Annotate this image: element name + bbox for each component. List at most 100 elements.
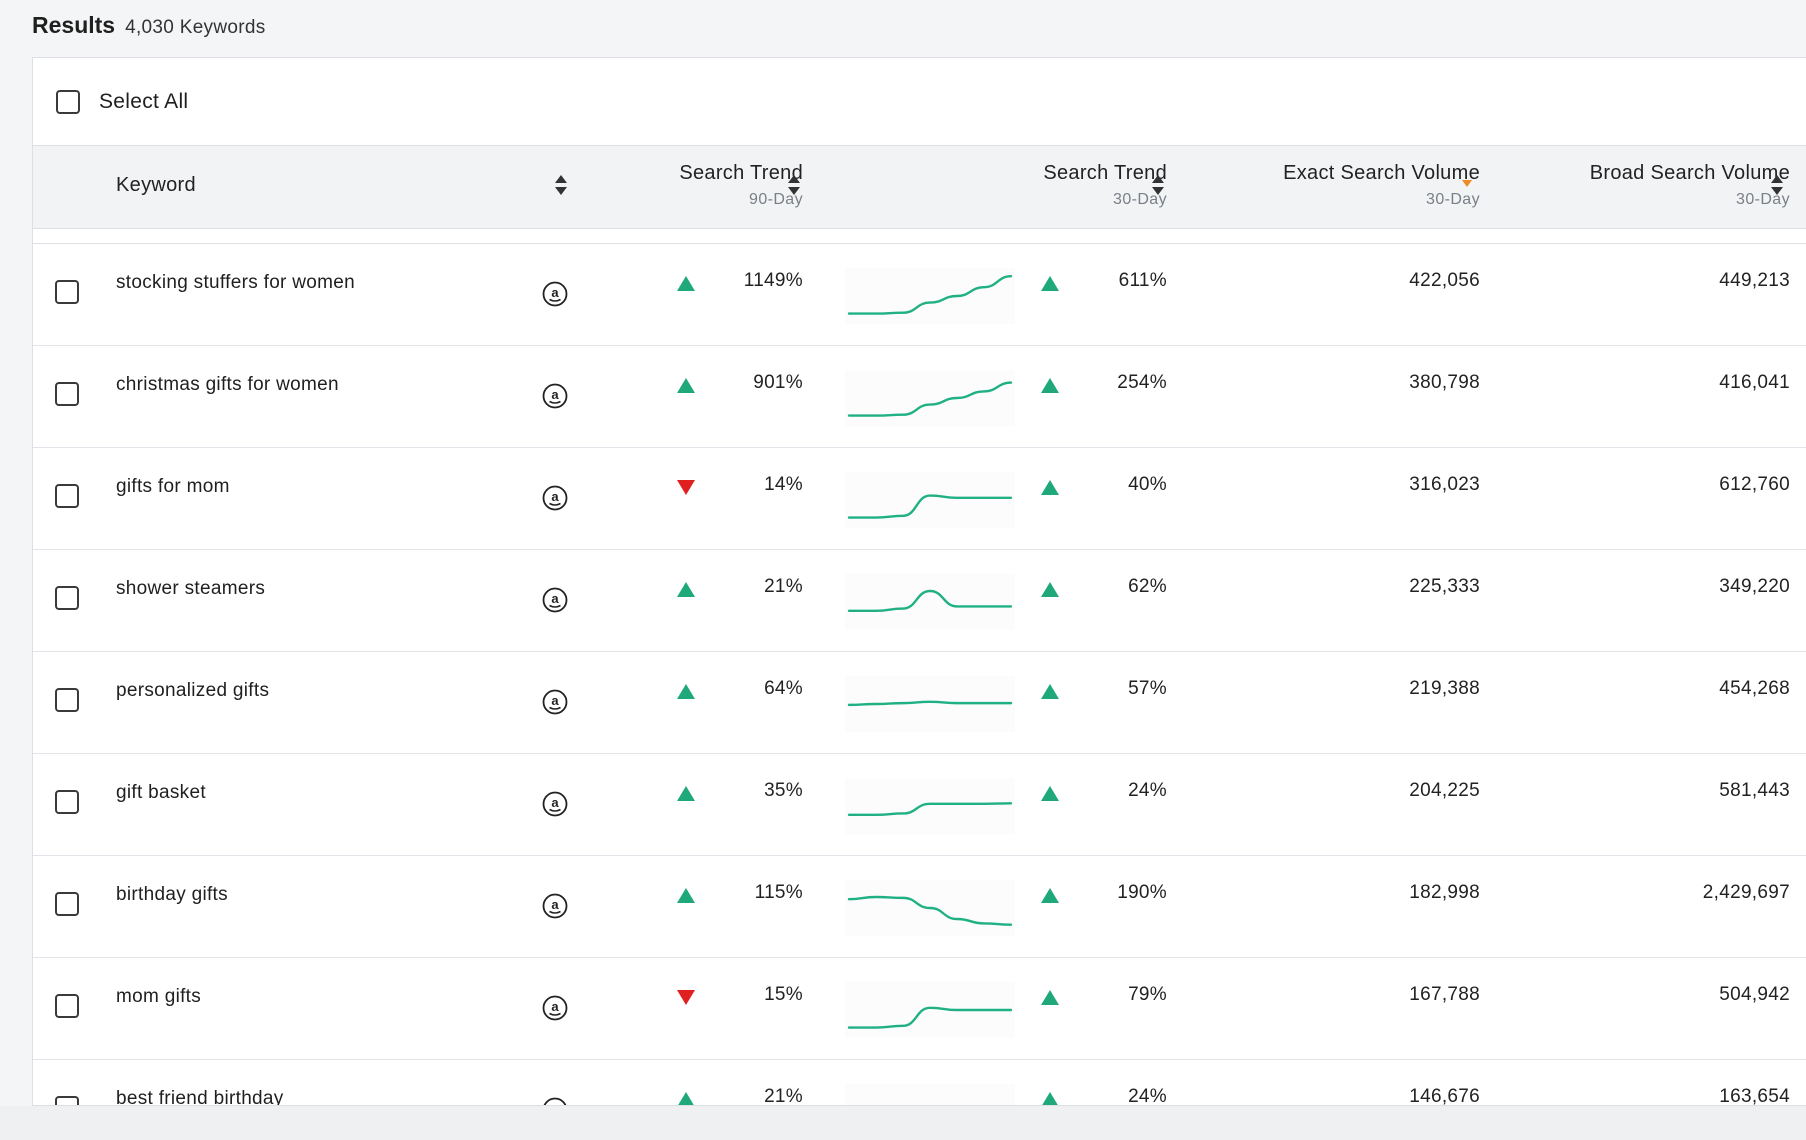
triangle-up-icon bbox=[676, 785, 696, 802]
amazon-icon[interactable]: a bbox=[542, 383, 568, 409]
exact-volume-value: 219,388 bbox=[1409, 678, 1480, 699]
results-count: 4,030 Keywords bbox=[125, 17, 266, 38]
keyword-text[interactable]: christmas gifts for women bbox=[116, 374, 339, 395]
column-header-broad-sub: 30-Day bbox=[1736, 191, 1790, 208]
svg-text:a: a bbox=[551, 489, 559, 504]
column-header-trend30[interactable]: Search Trend 30-Day bbox=[1043, 162, 1167, 209]
amazon-icon[interactable]: a bbox=[542, 689, 568, 715]
table-header: Keyword Search Trend 90-Day Search Trend… bbox=[33, 145, 1806, 229]
svg-text:a: a bbox=[551, 795, 559, 810]
triangle-up-icon bbox=[676, 581, 696, 598]
keyword-text[interactable]: stocking stuffers for women bbox=[116, 272, 356, 293]
table-row[interactable]: best friend birthday a 21% 24% 146,676 163,65… bbox=[33, 1060, 1806, 1106]
sparkline bbox=[845, 574, 1015, 630]
sparkline bbox=[845, 778, 1015, 834]
broad-volume-value: 504,942 bbox=[1719, 984, 1790, 1005]
broad-volume-value: 449,213 bbox=[1719, 270, 1790, 291]
triangle-down-icon bbox=[676, 479, 696, 496]
trend-90-value: 901% bbox=[753, 372, 803, 393]
keyword-text[interactable]: birthday gifts bbox=[116, 884, 228, 905]
sort-desc-icon[interactable] bbox=[1460, 176, 1474, 200]
svg-text:a: a bbox=[551, 387, 559, 402]
keyword-text[interactable]: shower steamers bbox=[116, 578, 266, 599]
broad-volume-value: 163,654 bbox=[1719, 1086, 1790, 1106]
trend-90-value: 14% bbox=[764, 474, 803, 495]
broad-volume-value: 2,429,697 bbox=[1702, 882, 1790, 903]
column-header-trend90[interactable]: Search Trend 90-Day bbox=[679, 162, 803, 209]
svg-text:a: a bbox=[551, 285, 559, 300]
triangle-up-icon bbox=[676, 1091, 696, 1105]
sort-arrows-icon[interactable] bbox=[554, 173, 568, 197]
results-header: Results 4,030 Keywords bbox=[32, 12, 266, 44]
triangle-up-icon bbox=[1040, 377, 1060, 394]
amazon-icon[interactable]: a bbox=[542, 995, 568, 1021]
table-row[interactable]: birthday gifts a 115% 190% 182,998 2,429,697 bbox=[33, 856, 1806, 958]
triangle-up-icon bbox=[676, 887, 696, 904]
trend-90-value: 35% bbox=[764, 780, 803, 801]
triangle-up-icon bbox=[1040, 581, 1060, 598]
triangle-up-icon bbox=[1040, 275, 1060, 292]
select-all-bar: Select All bbox=[33, 58, 1806, 145]
results-table: Select All Keyword Search Trend 90-Day S… bbox=[32, 57, 1806, 1106]
trend-30-value: 254% bbox=[1117, 372, 1167, 393]
table-row[interactable]: mom gifts a 15% 79% 167,788 504,942 bbox=[33, 958, 1806, 1060]
triangle-up-icon bbox=[1040, 683, 1060, 700]
trend-90-value: 21% bbox=[764, 1086, 803, 1106]
column-header-keyword[interactable]: Keyword bbox=[116, 174, 196, 196]
trend-30-value: 24% bbox=[1128, 1086, 1167, 1106]
trend-30-value: 24% bbox=[1128, 780, 1167, 801]
keyword-text[interactable]: personalized gifts bbox=[116, 680, 270, 701]
trend-90-value: 115% bbox=[754, 882, 803, 903]
table-row[interactable]: christmas gifts for women a 901% 254% 380,79… bbox=[33, 346, 1806, 448]
row-checkbox[interactable] bbox=[55, 790, 79, 814]
row-checkbox[interactable] bbox=[55, 994, 79, 1018]
trend-30-value: 57% bbox=[1128, 678, 1167, 699]
exact-volume-value: 146,676 bbox=[1409, 1086, 1480, 1106]
amazon-icon[interactable]: a bbox=[542, 791, 568, 817]
keyword-text[interactable]: best friend birthday bbox=[116, 1088, 284, 1106]
sparkline bbox=[845, 370, 1015, 426]
amazon-icon[interactable]: a bbox=[542, 893, 568, 919]
triangle-up-icon bbox=[1040, 887, 1060, 904]
exact-volume-value: 204,225 bbox=[1409, 780, 1480, 801]
triangle-up-icon bbox=[1040, 479, 1060, 496]
table-row[interactable]: gifts for mom a 14% 40% 316,023 612,760 bbox=[33, 448, 1806, 550]
column-header-broad-volume[interactable]: Broad Search Volume 30-Day bbox=[1590, 162, 1790, 209]
row-checkbox[interactable] bbox=[55, 586, 79, 610]
keyword-text[interactable]: gifts for mom bbox=[116, 476, 230, 497]
trend-30-value: 62% bbox=[1128, 576, 1167, 597]
row-checkbox[interactable] bbox=[55, 382, 79, 406]
row-checkbox[interactable] bbox=[55, 280, 79, 304]
svg-text:a: a bbox=[551, 693, 559, 708]
column-header-exact-volume[interactable]: Exact Search Volume 30-Day bbox=[1283, 162, 1480, 209]
broad-volume-value: 612,760 bbox=[1719, 474, 1790, 495]
amazon-icon[interactable]: a bbox=[542, 485, 568, 511]
bottom-edge bbox=[0, 1106, 1806, 1140]
sort-arrows-icon[interactable] bbox=[1770, 173, 1784, 197]
table-row[interactable]: gift basket a 35% 24% 204,225 581,443 bbox=[33, 754, 1806, 856]
table-row[interactable]: shower steamers a 21% 62% 225,333 349,220 bbox=[33, 550, 1806, 652]
amazon-icon[interactable]: a bbox=[542, 587, 568, 613]
keyword-text[interactable]: gift basket bbox=[116, 782, 206, 803]
select-all-checkbox[interactable] bbox=[56, 89, 80, 114]
table-row[interactable]: personalized gifts a 64% 57% 219,388 454,268 bbox=[33, 652, 1806, 754]
broad-volume-value: 416,041 bbox=[1719, 372, 1790, 393]
amazon-icon[interactable]: a bbox=[542, 281, 568, 307]
select-all-label[interactable]: Select All bbox=[99, 89, 189, 113]
sort-arrows-icon[interactable] bbox=[1151, 173, 1165, 197]
trend-30-value: 40% bbox=[1128, 474, 1167, 495]
broad-volume-value: 581,443 bbox=[1719, 780, 1790, 801]
column-header-trend90-sub: 90-Day bbox=[749, 191, 803, 208]
row-checkbox[interactable] bbox=[55, 892, 79, 916]
triangle-up-icon bbox=[676, 377, 696, 394]
row-checkbox[interactable] bbox=[55, 484, 79, 508]
amazon-icon[interactable]: a bbox=[542, 1097, 568, 1105]
sort-arrows-icon[interactable] bbox=[787, 173, 801, 197]
sparkline bbox=[845, 1084, 1015, 1105]
row-checkbox[interactable] bbox=[55, 688, 79, 712]
table-row[interactable]: stocking stuffers for women a 1149% 611% 422… bbox=[33, 244, 1806, 346]
row-checkbox[interactable] bbox=[55, 1096, 79, 1105]
exact-volume-value: 316,023 bbox=[1409, 474, 1480, 495]
keyword-text[interactable]: mom gifts bbox=[116, 986, 202, 1007]
broad-volume-value: 349,220 bbox=[1719, 576, 1790, 597]
